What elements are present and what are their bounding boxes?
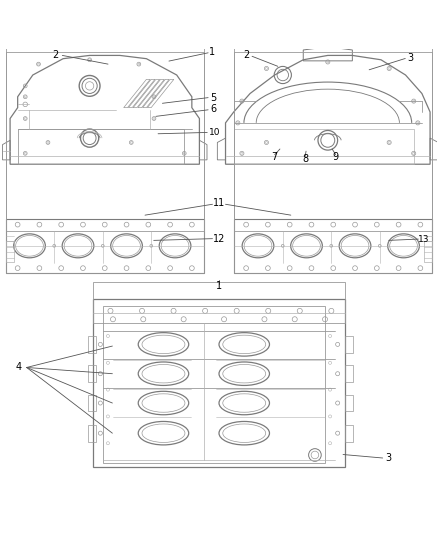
Bar <box>88 425 95 441</box>
Bar <box>88 394 95 411</box>
Text: 9: 9 <box>332 152 339 162</box>
Bar <box>234 130 414 164</box>
Bar <box>88 365 95 382</box>
Text: 13: 13 <box>418 235 429 244</box>
Bar <box>18 130 184 164</box>
Bar <box>6 219 204 273</box>
Text: 2: 2 <box>243 51 250 60</box>
Text: 1: 1 <box>209 47 215 58</box>
Bar <box>88 336 95 353</box>
Bar <box>345 425 353 441</box>
Bar <box>345 365 353 382</box>
Bar <box>6 52 204 273</box>
Bar <box>6 7 204 231</box>
Text: 11: 11 <box>213 198 225 208</box>
Text: 8: 8 <box>302 154 308 164</box>
Bar <box>345 394 353 411</box>
Text: 6: 6 <box>210 104 216 114</box>
Bar <box>93 299 345 467</box>
Bar <box>234 219 432 273</box>
Text: 10: 10 <box>209 128 220 137</box>
Text: 1: 1 <box>216 281 222 291</box>
Text: 2: 2 <box>53 50 59 60</box>
Bar <box>345 336 353 353</box>
Bar <box>103 306 325 463</box>
Bar <box>234 52 432 273</box>
Text: 7: 7 <box>272 152 278 162</box>
Bar <box>6 241 14 262</box>
Bar <box>93 282 345 322</box>
Text: 4: 4 <box>16 362 22 373</box>
Bar <box>424 241 432 262</box>
Bar <box>234 7 432 231</box>
Text: 3: 3 <box>407 53 413 62</box>
Text: 3: 3 <box>386 453 392 463</box>
Text: 5: 5 <box>210 93 216 103</box>
Text: 12: 12 <box>213 233 225 244</box>
